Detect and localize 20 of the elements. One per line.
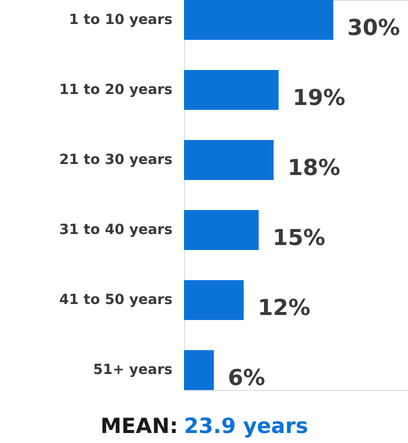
bar <box>184 210 259 250</box>
y-tick-label: 21 to 30 years <box>59 152 172 168</box>
data-label: 15% <box>272 226 326 252</box>
y-tick-label: 41 to 50 years <box>59 292 172 308</box>
data-label: 18% <box>288 156 340 181</box>
data-label: 30% <box>347 16 400 41</box>
data-label: 12% <box>258 296 310 322</box>
text: 23.9 years <box>184 414 308 438</box>
bar <box>184 350 214 390</box>
data-label: 19% <box>292 86 346 111</box>
y-tick-label: 11 to 20 years <box>59 82 172 98</box>
data-label: 6% <box>228 366 266 392</box>
y-tick-label: 51+ years <box>93 362 172 378</box>
bar <box>184 140 274 180</box>
y-tick-label: 1 to 10 years <box>69 12 172 28</box>
y-tick-label: 31 to 40 years <box>59 222 172 238</box>
bar <box>184 280 244 320</box>
bar <box>184 0 334 40</box>
bar <box>184 70 279 110</box>
text: MEAN: <box>100 414 178 438</box>
